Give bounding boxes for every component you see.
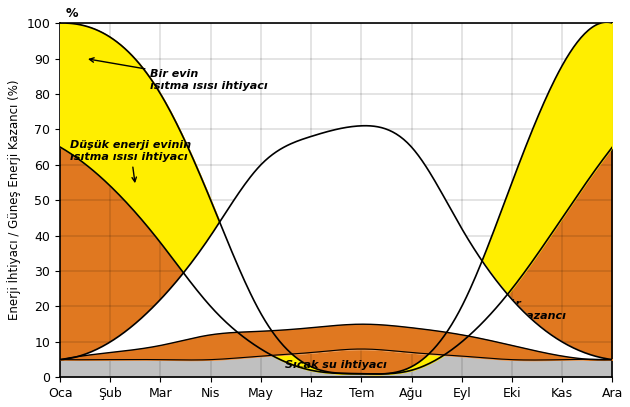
- Text: 6 m² kolektör
güneş enerji kazancı: 6 m² kolektör güneş enerji kazancı: [437, 300, 566, 335]
- Text: 30 m² kolektör alanı
güneş enerji kazancı: 30 m² kolektör alanı güneş enerji kazanc…: [271, 172, 400, 214]
- Text: Düşük enerji evinin
ısıtma ısısı ihtiyacı: Düşük enerji evinin ısıtma ısısı ihtiyac…: [70, 140, 192, 182]
- Text: Sıcak su ihtiyacı: Sıcak su ihtiyacı: [285, 360, 387, 370]
- Text: Bir evin
ısıtma ısısı ihtiyacı: Bir evin ısıtma ısısı ihtiyacı: [89, 58, 268, 91]
- Y-axis label: Enerji İhtiyacı / Güneş Enerji Kazancı (%): Enerji İhtiyacı / Güneş Enerji Kazancı (…: [7, 80, 21, 320]
- Text: %: %: [66, 7, 78, 20]
